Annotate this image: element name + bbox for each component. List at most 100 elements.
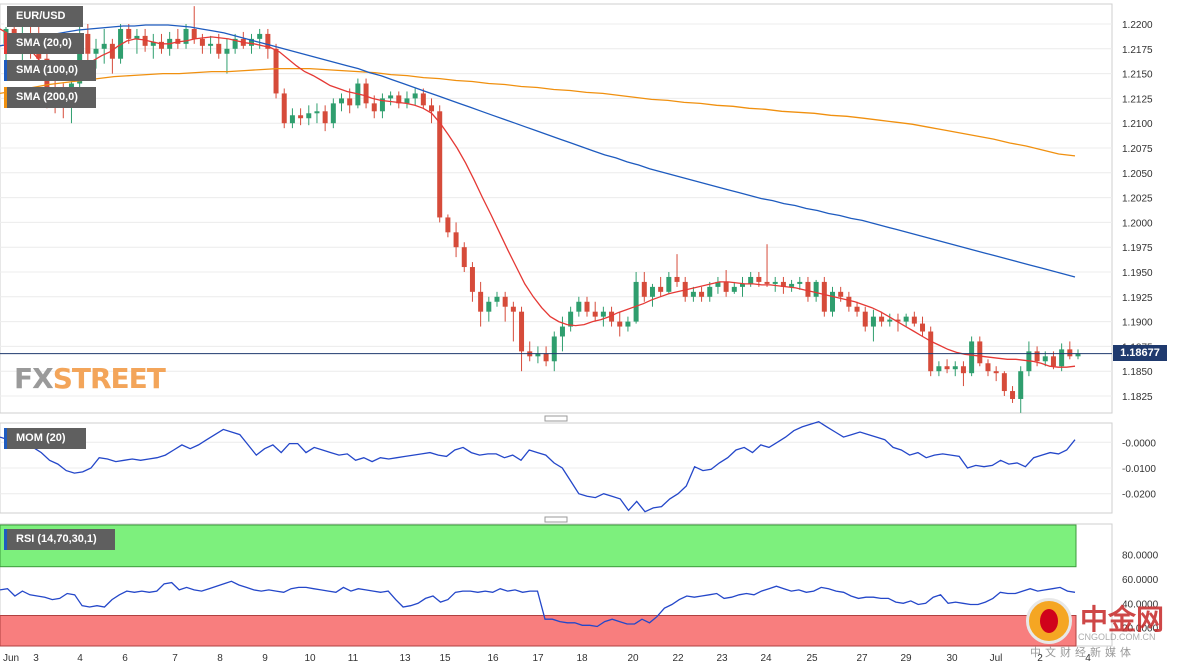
candle-body bbox=[429, 105, 435, 112]
logo-emblem-inner bbox=[1040, 609, 1058, 633]
legend-swatch bbox=[4, 33, 7, 54]
candle-body bbox=[371, 103, 377, 112]
legend-sma100-label: SMA (100,0) bbox=[16, 64, 78, 76]
candle-body bbox=[617, 321, 623, 327]
candle-body bbox=[1075, 353, 1081, 357]
sma200-line bbox=[0, 67, 1076, 157]
legend-sma20[interactable]: SMA (20,0) bbox=[4, 33, 84, 54]
date-tick-label: 22 bbox=[672, 653, 684, 664]
candle-body bbox=[363, 83, 369, 104]
cngold-logo: 中金网 CNGOLD.COM.CN 中文财经新媒体 bbox=[1026, 598, 1176, 668]
price-tick-label: 1.1925 bbox=[1122, 293, 1153, 304]
candle-body bbox=[879, 316, 885, 322]
candle-body bbox=[142, 35, 148, 46]
price-tick-label: 1.1950 bbox=[1122, 268, 1153, 279]
date-tick-label: 3 bbox=[33, 653, 39, 664]
candle-body bbox=[248, 38, 254, 46]
candle-body bbox=[281, 93, 287, 124]
mom-line bbox=[0, 420, 1076, 513]
candle-body bbox=[273, 48, 279, 94]
candle-body bbox=[445, 217, 451, 233]
rsi-tick-label: 60.0000 bbox=[1122, 575, 1159, 586]
candle-body bbox=[764, 281, 770, 284]
legend-mom[interactable]: MOM (20) bbox=[4, 428, 86, 449]
mom-tick-label: -0.0100 bbox=[1122, 464, 1156, 475]
candle-body bbox=[666, 276, 672, 292]
mom-tick-label: -0.0200 bbox=[1122, 490, 1156, 501]
candle-body bbox=[396, 95, 402, 104]
candle-body bbox=[388, 95, 394, 99]
date-tick-label: 4 bbox=[1085, 653, 1091, 664]
date-tick-label: Jul bbox=[990, 653, 1003, 664]
candle-body bbox=[576, 301, 582, 312]
date-tick-label: 29 bbox=[900, 653, 912, 664]
candle-body bbox=[936, 366, 942, 372]
candle-body bbox=[224, 48, 230, 54]
candle-body bbox=[756, 276, 762, 282]
legend-swatch bbox=[4, 529, 7, 550]
candle-body bbox=[118, 28, 124, 59]
candle-body bbox=[183, 28, 189, 44]
candle-body bbox=[208, 43, 214, 46]
price-tick-label: 1.2100 bbox=[1122, 119, 1153, 130]
candle-body bbox=[478, 291, 484, 312]
legend-sma20-label: SMA (20,0) bbox=[16, 37, 72, 49]
legend-mom-label: MOM (20) bbox=[16, 432, 66, 444]
date-tick-label: 23 bbox=[716, 653, 728, 664]
candle-body bbox=[830, 291, 836, 312]
candle-body bbox=[257, 33, 263, 39]
date-tick-label: 9 bbox=[262, 653, 268, 664]
candle-body bbox=[887, 319, 893, 322]
legend-symbol[interactable]: EUR/USD bbox=[4, 6, 83, 27]
candle-body bbox=[93, 48, 99, 54]
candle-body bbox=[903, 316, 909, 322]
candle-body bbox=[437, 111, 443, 218]
candle-body bbox=[494, 296, 500, 302]
price-tick-label: 1.1825 bbox=[1122, 392, 1153, 403]
candle-body bbox=[101, 43, 107, 49]
candle-body bbox=[158, 41, 164, 49]
price-tick-label: 1.2075 bbox=[1122, 144, 1153, 155]
candle-body bbox=[134, 35, 140, 39]
candle-body bbox=[1001, 373, 1007, 392]
candle-body bbox=[150, 41, 156, 46]
price-tick-label: 1.2175 bbox=[1122, 45, 1153, 56]
watermark-street: STREET bbox=[52, 362, 166, 395]
rsi-line bbox=[0, 580, 1076, 628]
candle-body bbox=[641, 281, 647, 297]
legend-symbol-label: EUR/USD bbox=[16, 10, 66, 22]
candle-body bbox=[592, 311, 598, 317]
watermark-fx: FX bbox=[14, 362, 54, 395]
price-tick-label: 1.1975 bbox=[1122, 243, 1153, 254]
price-tick-label: 1.2125 bbox=[1122, 94, 1153, 105]
candle-body bbox=[920, 323, 926, 332]
candle-body bbox=[985, 363, 991, 372]
candle-body bbox=[748, 276, 754, 284]
candle-body bbox=[797, 281, 803, 284]
price-tick-label: 1.1850 bbox=[1122, 367, 1153, 378]
candle-body bbox=[821, 281, 827, 312]
date-tick-label: 10 bbox=[304, 653, 316, 664]
candle-body bbox=[739, 283, 745, 287]
candle-body bbox=[330, 103, 336, 124]
candle-body bbox=[731, 286, 737, 292]
date-tick-label: 4 bbox=[77, 653, 83, 664]
legend-rsi-label: RSI (14,70,30,1) bbox=[16, 533, 97, 545]
candle-body bbox=[191, 28, 197, 39]
candle-body bbox=[928, 331, 934, 372]
price-tick-label: 1.1900 bbox=[1122, 318, 1153, 329]
logo-url: CNGOLD.COM.CN bbox=[1078, 632, 1156, 642]
legend-swatch bbox=[4, 87, 7, 108]
candle-body bbox=[772, 281, 778, 284]
legend-sma200[interactable]: SMA (200,0) bbox=[4, 87, 96, 108]
price-tick-label: 1.2000 bbox=[1122, 218, 1153, 229]
legend-sma100[interactable]: SMA (100,0) bbox=[4, 60, 96, 81]
candle-body bbox=[969, 341, 975, 374]
candle-body bbox=[469, 267, 475, 292]
legend-rsi[interactable]: RSI (14,70,30,1) bbox=[4, 529, 115, 550]
candle-body bbox=[322, 111, 328, 124]
candle-body bbox=[379, 98, 385, 112]
candle-body bbox=[461, 247, 467, 268]
candle-body bbox=[870, 316, 876, 327]
